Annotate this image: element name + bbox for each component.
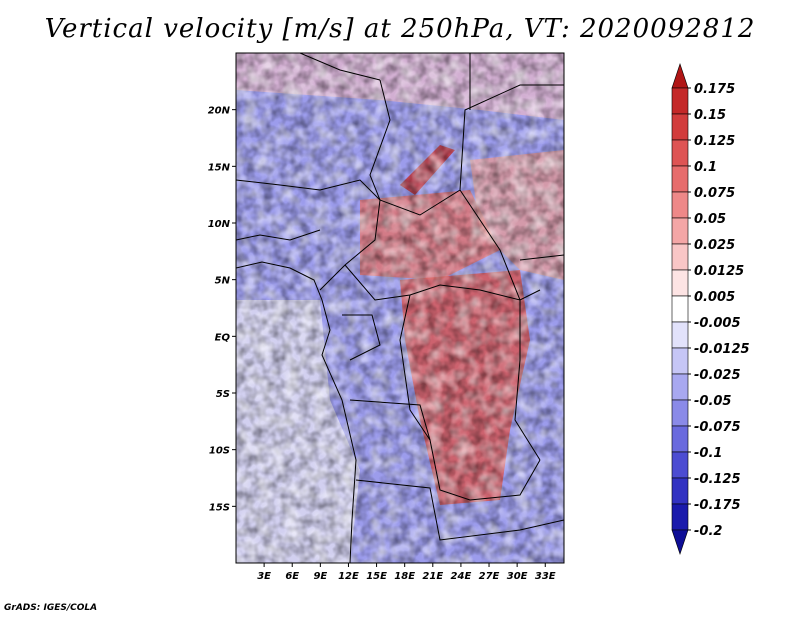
colorbar-swatch: [671, 373, 689, 401]
x-axis-ticks: 3E 6E 9E 12E 15E 18E 21E 24E 27E 30E 33E: [257, 563, 556, 582]
map-panel: [236, 53, 564, 563]
border-d: [399, 294, 541, 501]
colorbar-swatch: [671, 347, 689, 375]
border-g: [459, 189, 541, 461]
x-tick-label: 30E: [507, 571, 528, 582]
colorbar-label: -0.125: [694, 472, 741, 487]
colorbar-swatch: [671, 503, 689, 531]
x-tick-label: 24E: [451, 571, 472, 582]
chart-title: Vertical velocity [m/s] at 250hPa, VT: 2…: [44, 14, 756, 44]
map-frame: [235, 52, 565, 564]
x-tick-label: 12E: [338, 571, 359, 582]
colorbar-swatch: [671, 269, 689, 297]
borders: [236, 53, 564, 563]
x-tick-label: 33E: [535, 571, 556, 582]
colorbar-extend-bottom: [671, 529, 689, 555]
colorbar-label: 0.125: [694, 134, 735, 149]
grads-footer: GrADS: IGES/COLA: [4, 603, 98, 613]
x-tick-label: 21E: [422, 571, 443, 582]
colorbar-label: -0.1: [694, 446, 722, 461]
colorbar-swatch: [671, 87, 689, 115]
colorbar-swatch: [671, 165, 689, 193]
colorbar-swatch: [671, 217, 689, 245]
y-tick-label: 15N: [208, 162, 231, 173]
colorbar-extend-top: [671, 63, 689, 89]
colorbar-label: -0.0125: [694, 342, 750, 357]
colorbar-label: 0.075: [694, 186, 735, 201]
border-f: [355, 479, 564, 541]
colorbar-label: -0.005: [694, 316, 741, 331]
colorbar-label: 0.05: [694, 212, 726, 227]
y-tick-label: 15S: [209, 502, 230, 513]
colorbar-label: -0.175: [694, 498, 741, 513]
border-l: [342, 314, 381, 361]
y-axis-ticks: 20N 15N 10N 5N EQ 5S 10S 15S: [208, 106, 236, 513]
x-tick-label: 6E: [285, 571, 299, 582]
colorbar-swatch: [671, 477, 689, 505]
colorbar-label: -0.075: [694, 420, 741, 435]
colorbar-label: 0.005: [694, 290, 735, 305]
y-tick-label: 10S: [209, 446, 230, 457]
y-tick-label: EQ: [215, 332, 231, 343]
texture-light: [236, 53, 564, 563]
x-tick-label: 9E: [313, 571, 327, 582]
y-tick-label: 5S: [216, 389, 230, 400]
colorbar-swatch: [671, 321, 689, 349]
colorbar-label: 0.1: [694, 160, 717, 175]
colorbar-label: 0.025: [694, 238, 735, 253]
colorbar-swatch: [671, 139, 689, 167]
colorbar-swatch: [671, 113, 689, 141]
colorbar-label: -0.2: [694, 524, 722, 539]
colorbar-label: -0.05: [694, 394, 731, 409]
border-e: [349, 399, 431, 441]
colorbar: 0.175 0.15 0.125 0.1 0.075 0.05 0.025 0.0125 0.0…: [671, 63, 750, 555]
colorbar-label: 0.175: [694, 82, 735, 97]
border-k: [299, 53, 381, 81]
colorbar-swatch: [671, 243, 689, 271]
colorbar-label: 0.0125: [694, 264, 744, 279]
x-tick-label: 18E: [394, 571, 415, 582]
y-tick-label: 20N: [208, 106, 231, 117]
x-tick-label: 15E: [366, 571, 387, 582]
colorbar-swatch: [671, 399, 689, 427]
colorbar-swatch: [671, 295, 689, 323]
colorbar-swatch: [671, 191, 689, 219]
border-b: [369, 79, 564, 216]
y-tick-label: 10N: [208, 219, 231, 230]
x-tick-label: 27E: [479, 571, 500, 582]
colorbar-swatch: [671, 451, 689, 479]
y-tick-label: 5N: [215, 276, 231, 287]
colorbar-swatch: [671, 425, 689, 453]
coastline-west: [236, 261, 357, 563]
border-h: [519, 254, 564, 261]
border-a: [236, 179, 381, 291]
x-tick-label: 3E: [257, 571, 271, 582]
border-j: [236, 229, 321, 241]
colorbar-label: -0.025: [694, 368, 741, 383]
colorbar-label: 0.15: [694, 108, 726, 123]
